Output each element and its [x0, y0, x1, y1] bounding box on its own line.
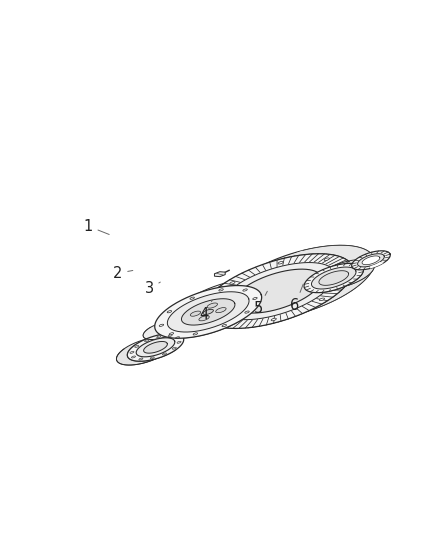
Ellipse shape — [199, 316, 209, 321]
Ellipse shape — [176, 337, 180, 338]
Polygon shape — [315, 260, 374, 289]
Text: 3: 3 — [145, 281, 160, 296]
Polygon shape — [223, 245, 374, 320]
Ellipse shape — [253, 297, 257, 300]
Text: 4: 4 — [199, 300, 212, 322]
Polygon shape — [219, 263, 335, 320]
Ellipse shape — [230, 281, 235, 284]
Ellipse shape — [157, 336, 161, 338]
Ellipse shape — [219, 289, 223, 291]
Ellipse shape — [130, 351, 134, 353]
Polygon shape — [233, 269, 322, 313]
Ellipse shape — [203, 309, 213, 314]
Ellipse shape — [245, 311, 249, 313]
Ellipse shape — [177, 341, 181, 343]
Polygon shape — [362, 256, 380, 265]
Polygon shape — [144, 342, 167, 353]
Polygon shape — [172, 279, 279, 338]
Ellipse shape — [190, 297, 194, 300]
Ellipse shape — [208, 306, 213, 309]
Polygon shape — [117, 337, 173, 365]
Ellipse shape — [271, 318, 276, 321]
Polygon shape — [322, 260, 374, 293]
Polygon shape — [370, 262, 384, 269]
Ellipse shape — [172, 347, 176, 349]
Ellipse shape — [278, 262, 283, 264]
Ellipse shape — [169, 333, 173, 335]
Ellipse shape — [135, 345, 139, 348]
Ellipse shape — [222, 325, 226, 327]
Ellipse shape — [131, 356, 135, 358]
Polygon shape — [247, 245, 374, 328]
Ellipse shape — [190, 311, 201, 316]
Polygon shape — [143, 320, 190, 340]
Ellipse shape — [207, 303, 218, 308]
Ellipse shape — [243, 289, 247, 291]
Polygon shape — [181, 298, 235, 325]
Polygon shape — [167, 292, 249, 332]
Polygon shape — [143, 321, 180, 340]
Ellipse shape — [159, 324, 164, 326]
Ellipse shape — [324, 258, 329, 261]
Ellipse shape — [168, 335, 172, 337]
Ellipse shape — [319, 298, 325, 301]
Ellipse shape — [341, 273, 346, 276]
Text: 6: 6 — [290, 284, 303, 313]
Polygon shape — [201, 254, 353, 328]
Polygon shape — [172, 279, 279, 332]
Polygon shape — [117, 345, 176, 365]
Ellipse shape — [216, 308, 226, 313]
Text: 2: 2 — [113, 266, 133, 281]
Polygon shape — [155, 286, 261, 338]
Text: 5: 5 — [254, 292, 267, 316]
Text: 1: 1 — [83, 219, 109, 235]
Ellipse shape — [193, 333, 198, 335]
Polygon shape — [304, 263, 364, 293]
Polygon shape — [357, 254, 384, 267]
Ellipse shape — [167, 311, 172, 313]
Polygon shape — [311, 267, 356, 289]
Ellipse shape — [139, 358, 143, 360]
Ellipse shape — [150, 357, 154, 359]
Polygon shape — [215, 272, 225, 277]
Polygon shape — [319, 271, 349, 285]
Polygon shape — [352, 251, 390, 270]
Polygon shape — [136, 338, 175, 357]
Ellipse shape — [145, 340, 148, 342]
Polygon shape — [160, 314, 197, 333]
Polygon shape — [127, 334, 184, 361]
Ellipse shape — [225, 322, 230, 324]
Ellipse shape — [162, 353, 166, 355]
